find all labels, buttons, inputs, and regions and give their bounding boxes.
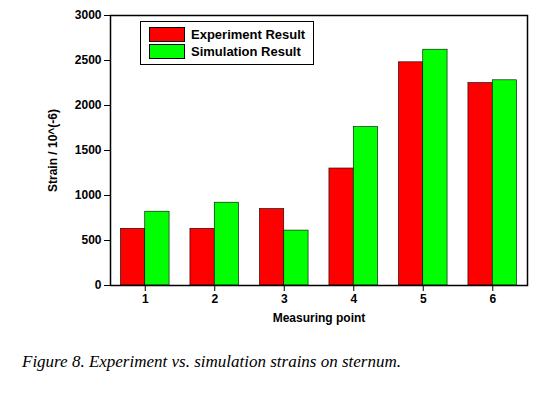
- svg-text:Measuring point: Measuring point: [273, 311, 366, 325]
- html-text:Figure 8. Experiment vs. simul: Figure 8. Experiment vs. simulation stra…: [22, 352, 401, 371]
- svg-text:4: 4: [350, 292, 357, 306]
- html-text:Experiment Result: Experiment Result: [191, 27, 306, 42]
- svg-text:6: 6: [489, 292, 496, 306]
- svg-text:0: 0: [95, 278, 102, 292]
- svg-text:500: 500: [81, 233, 101, 247]
- svg-text:2000: 2000: [75, 98, 102, 112]
- svg-text:3000: 3000: [75, 8, 102, 22]
- svg-text:2500: 2500: [75, 53, 102, 67]
- svg-text:1500: 1500: [75, 143, 102, 157]
- svg-text:5: 5: [420, 292, 427, 306]
- svg-text:2: 2: [211, 292, 218, 306]
- svg-text:Strain / 10^(-6): Strain / 10^(-6): [46, 109, 60, 192]
- svg-text:3: 3: [281, 292, 288, 306]
- svg-text:1: 1: [142, 292, 149, 306]
- html-text:Simulation Result: Simulation Result: [191, 44, 301, 59]
- svg-text:1000: 1000: [75, 188, 102, 202]
